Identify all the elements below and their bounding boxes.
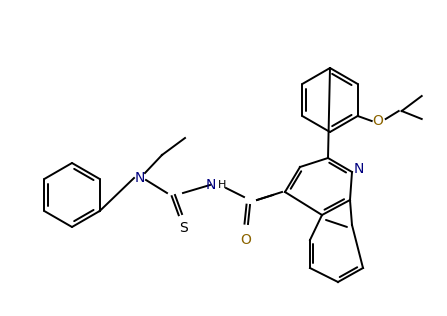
Text: N: N <box>135 171 145 185</box>
Text: O: O <box>372 114 383 128</box>
Text: S: S <box>180 221 188 235</box>
Text: N: N <box>354 162 364 176</box>
Text: O: O <box>240 233 251 247</box>
Text: N: N <box>206 178 216 192</box>
Text: H: H <box>218 180 226 190</box>
